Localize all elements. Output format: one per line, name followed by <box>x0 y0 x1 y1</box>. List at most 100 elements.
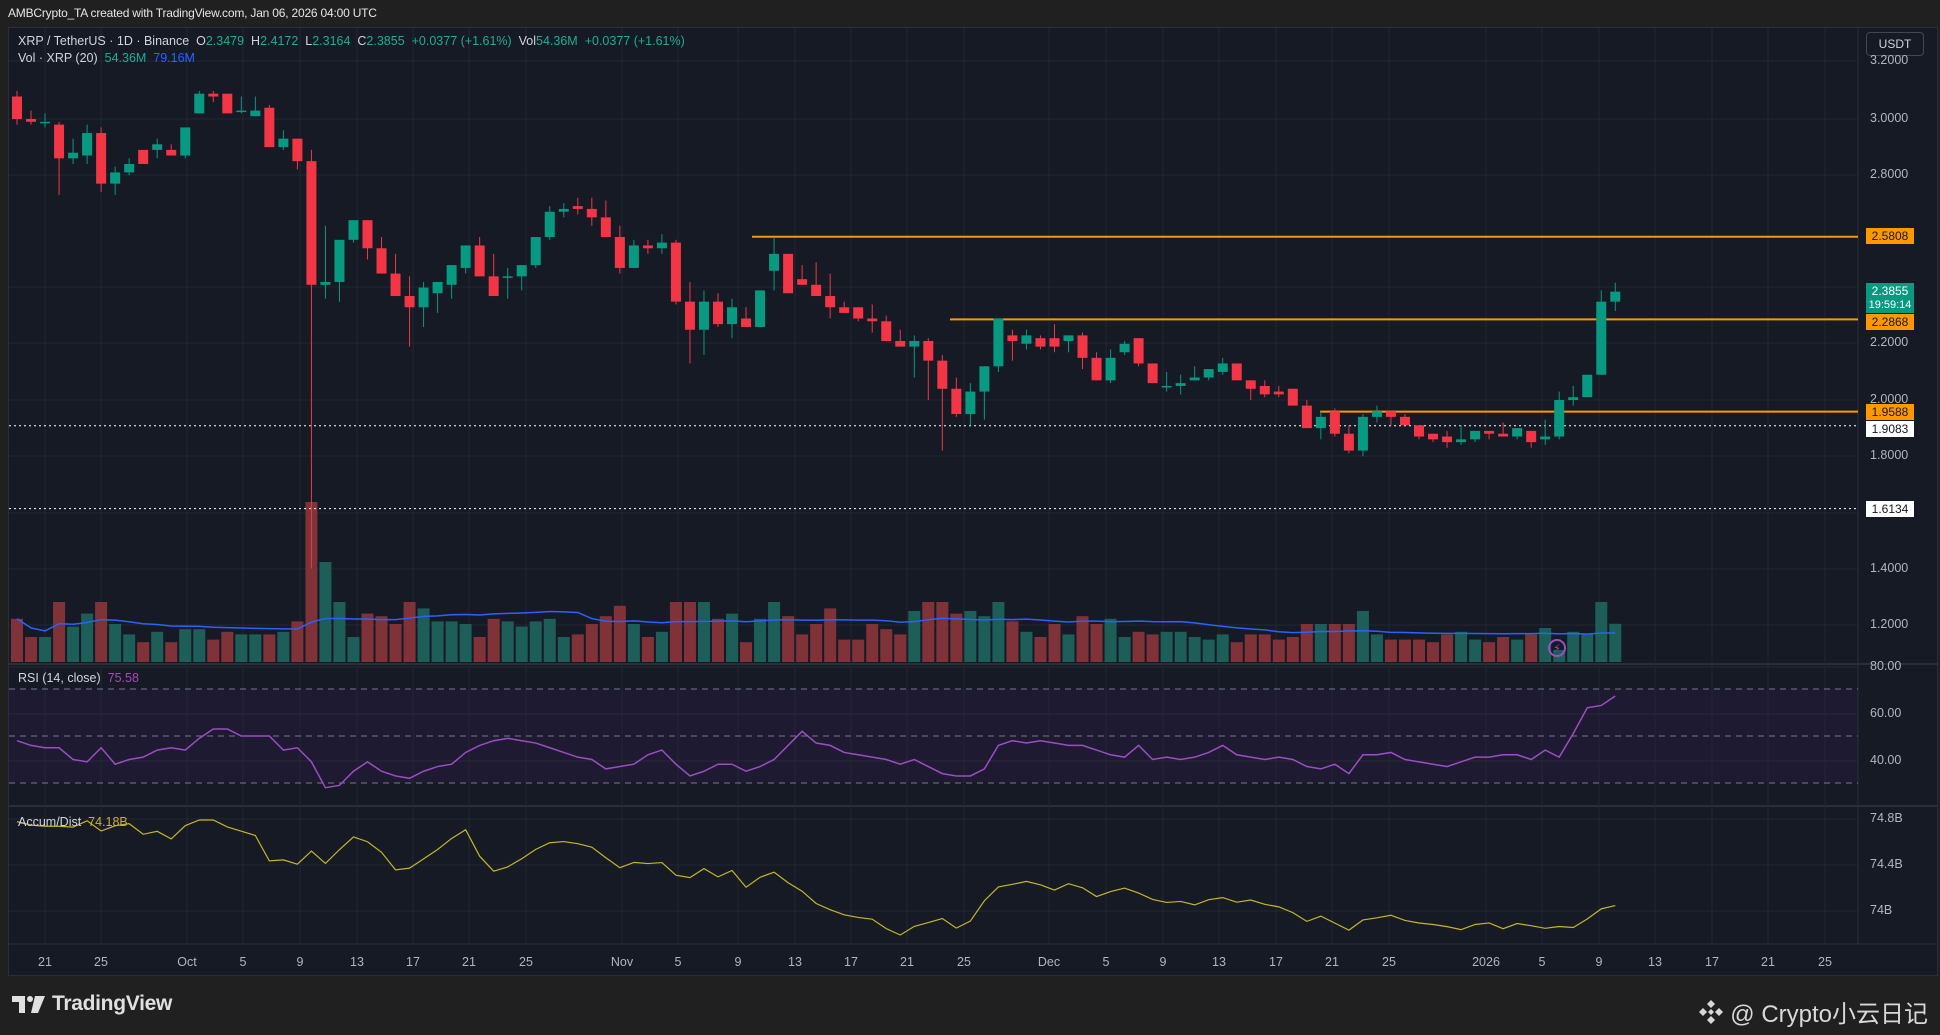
candle <box>460 245 471 268</box>
candle <box>166 149 177 156</box>
time-axis-label: 21 <box>900 955 914 969</box>
candle <box>614 237 625 268</box>
candle <box>124 163 135 173</box>
candle <box>1371 411 1382 417</box>
price-level-tag[interactable]: 2.2868 <box>1866 314 1914 330</box>
candle <box>292 138 303 162</box>
candle <box>474 245 485 277</box>
candle <box>1540 436 1551 440</box>
volume-bar <box>978 616 991 662</box>
volume-bar <box>683 602 696 662</box>
lightning-icon[interactable]: ⚡ <box>1548 639 1566 657</box>
volume-bar <box>1118 637 1131 662</box>
rsi-line <box>16 695 1616 789</box>
volume-indicator-value: 54.36M <box>104 51 147 65</box>
price-level-tag[interactable]: 2.5808 <box>1866 228 1914 244</box>
volume-bar <box>67 626 80 662</box>
time-axis-label: 9 <box>1595 955 1603 969</box>
volume-bar <box>1356 611 1369 662</box>
time-axis-label: 17 <box>406 955 420 969</box>
price-level-tag[interactable]: 1.9588 <box>1866 404 1914 420</box>
volume-bar <box>613 605 626 662</box>
volume-bar <box>95 602 108 662</box>
volume-bar <box>1230 642 1243 662</box>
candle <box>1273 391 1284 395</box>
low-value: 2.3164 <box>312 34 351 48</box>
volume-bar <box>207 639 220 662</box>
volume-bar <box>165 642 178 662</box>
volume-bar <box>866 624 879 662</box>
candle <box>68 152 79 159</box>
candle <box>1582 374 1593 398</box>
volume-bar <box>627 624 640 662</box>
candle <box>909 340 920 347</box>
candle <box>1133 338 1144 364</box>
volume-bar <box>473 637 486 662</box>
volume-bar <box>151 631 164 662</box>
volume-change: +0.0377 (+1.61%) <box>584 34 685 48</box>
symbol-legend: XRP / TetherUS · 1D · Binance O2.3479 H2… <box>18 34 685 48</box>
price-axis-label: 2.8000 <box>1870 167 1909 181</box>
candle <box>446 265 457 285</box>
candle <box>236 110 247 113</box>
candle <box>1035 338 1046 347</box>
price-axis-label: 60.00 <box>1870 706 1902 720</box>
volume-bar <box>249 634 262 662</box>
candle <box>320 281 331 285</box>
volume-bar <box>894 634 907 662</box>
candle <box>1399 416 1410 426</box>
volume-bar <box>585 624 598 662</box>
volume-bar <box>543 618 556 662</box>
symbol-name[interactable]: XRP / TetherUS · 1D · Binance <box>18 34 190 48</box>
candle <box>993 318 1004 367</box>
volume-legend: Vol · XRP (20) 54.36M 79.16M <box>18 51 195 65</box>
volume-bar <box>11 618 23 662</box>
volume-bar <box>403 602 416 662</box>
candle <box>853 307 864 319</box>
candle <box>138 149 149 164</box>
candle <box>362 220 373 249</box>
candle <box>1301 405 1312 429</box>
time-axis-label: 17 <box>844 955 858 969</box>
watermark: @ Crypto小云日记 <box>1698 994 1928 1029</box>
volume-bar <box>1595 602 1608 662</box>
high-value: 2.4172 <box>260 34 299 48</box>
volume-indicator-label[interactable]: Vol · XRP (20) <box>18 51 98 65</box>
rsi-label[interactable]: RSI (14, close) <box>18 671 101 685</box>
time-axis-label: 21 <box>1761 955 1775 969</box>
volume-bar <box>754 618 767 662</box>
time-axis-label: 13 <box>1212 955 1226 969</box>
price-axis-label: 74.8B <box>1870 811 1903 825</box>
volume-bar <box>936 602 949 662</box>
volume-bar <box>1328 624 1341 662</box>
volume-bar <box>445 621 458 662</box>
candle <box>1385 411 1396 417</box>
volume-bar <box>333 602 346 662</box>
candle <box>895 340 906 347</box>
candle <box>180 127 191 156</box>
volume-bar <box>571 634 584 662</box>
currency-button[interactable]: USDT <box>1866 32 1924 56</box>
volume-bar <box>417 608 430 662</box>
price-axis-label: 1.2000 <box>1870 617 1909 631</box>
time-axis-label: 25 <box>1382 955 1396 969</box>
candle <box>390 273 401 297</box>
candle <box>1498 433 1509 437</box>
price-level-tag[interactable]: 1.9083 <box>1866 421 1914 437</box>
price-axis-label: 1.4000 <box>1870 561 1909 575</box>
tradingview-brand: TradingView <box>52 992 173 1015</box>
candle <box>867 318 878 322</box>
volume-bar <box>1286 637 1299 662</box>
ad-label[interactable]: Accum/Dist <box>18 815 82 829</box>
candle <box>82 133 93 156</box>
price-level-tag[interactable]: 1.6134 <box>1866 501 1914 517</box>
volume-bar <box>123 634 136 662</box>
time-axis-label: 9 <box>296 955 304 969</box>
time-axis-label: 17 <box>1705 955 1719 969</box>
volume-bar <box>1174 631 1187 662</box>
volume-bar <box>1188 637 1201 662</box>
candle <box>1554 400 1565 437</box>
volume-bar <box>81 613 94 662</box>
volume-bar <box>1076 616 1089 662</box>
